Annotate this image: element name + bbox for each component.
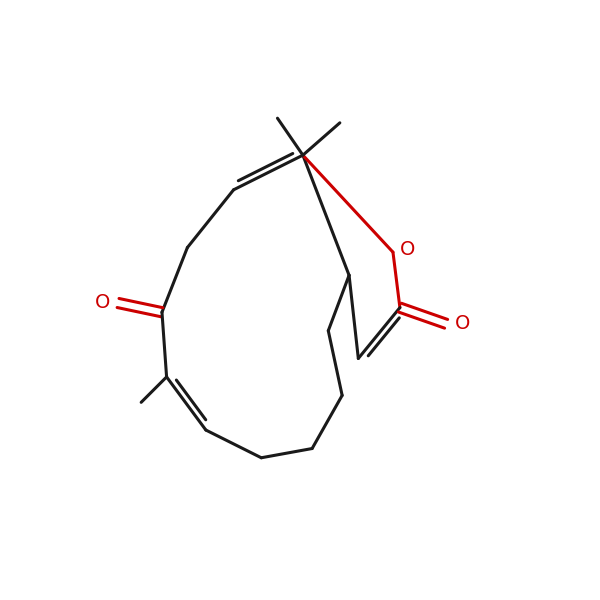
Text: O: O (94, 293, 110, 313)
Text: O: O (400, 241, 416, 259)
Text: O: O (454, 314, 470, 333)
